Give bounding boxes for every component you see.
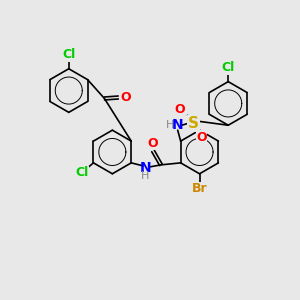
Text: N: N	[172, 118, 184, 132]
Text: O: O	[120, 91, 130, 104]
Text: S: S	[188, 116, 199, 131]
Text: Cl: Cl	[75, 166, 88, 179]
Text: N: N	[139, 161, 151, 175]
Text: Cl: Cl	[62, 48, 75, 62]
Text: Cl: Cl	[222, 61, 235, 74]
Text: H: H	[166, 120, 174, 130]
Text: O: O	[196, 130, 207, 144]
Text: Br: Br	[192, 182, 207, 195]
Text: H: H	[141, 171, 149, 181]
Text: O: O	[148, 136, 158, 150]
Text: O: O	[174, 103, 185, 116]
